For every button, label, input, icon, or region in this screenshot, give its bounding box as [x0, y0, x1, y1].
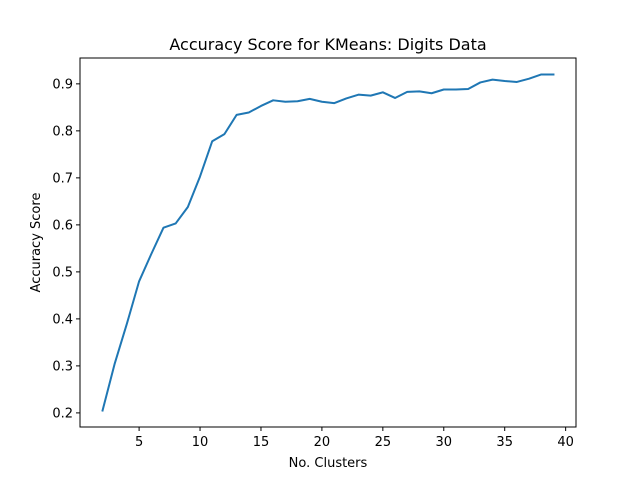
chart-title: Accuracy Score for KMeans: Digits Data [169, 35, 486, 54]
x-tick-label: 25 [375, 435, 392, 450]
y-tick-label: 0.6 [52, 218, 73, 233]
x-tick-label: 5 [135, 435, 143, 450]
y-tick-label: 0.9 [52, 77, 73, 92]
plot-frame [79, 57, 577, 428]
y-tick-label: 0.4 [52, 312, 73, 327]
x-tick-label: 10 [192, 435, 209, 450]
y-tick-label: 0.7 [52, 171, 73, 186]
x-tick-label: 20 [314, 435, 331, 450]
y-tick-label: 0.5 [52, 265, 73, 280]
x-tick-label: 35 [496, 435, 513, 450]
y-axis-label: Accuracy Score [29, 193, 44, 293]
x-tick-label: 15 [253, 435, 270, 450]
x-tick-label: 40 [557, 435, 574, 450]
x-axis-label: No. Clusters [289, 456, 368, 471]
y-tick-label: 0.8 [52, 124, 73, 139]
accuracy-series-line [101, 73, 555, 412]
x-tick-label: 30 [436, 435, 453, 450]
y-tick-label: 0.3 [52, 359, 73, 374]
y-tick-label: 0.2 [52, 406, 73, 421]
